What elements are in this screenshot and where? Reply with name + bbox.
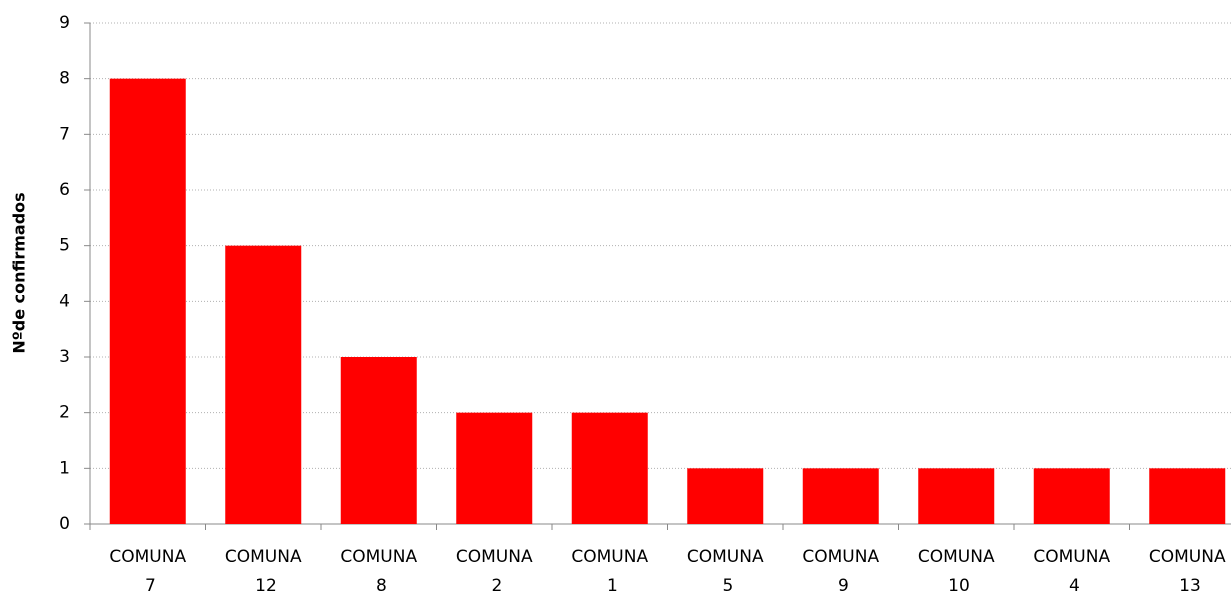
bar	[109, 78, 186, 525]
x-tick-label: COMUNA 4	[1033, 547, 1110, 596]
x-tick-label: COMUNA 12	[225, 547, 302, 596]
bar	[1149, 468, 1226, 524]
y-tick-label: 8	[59, 69, 70, 89]
bar	[225, 245, 302, 524]
x-tick-label: COMUNA 9	[802, 547, 879, 596]
bar	[687, 468, 764, 524]
x-tick-label: COMUNA 2	[456, 547, 533, 596]
x-tick-label: COMUNA 13	[1149, 547, 1226, 596]
y-tick-label: 1	[59, 458, 70, 478]
bar	[918, 468, 995, 524]
y-tick-label: 4	[59, 291, 70, 311]
x-tick-label: COMUNA 5	[687, 547, 764, 596]
x-tick-label: COMUNA 1	[571, 547, 648, 596]
y-axis-label: Nºde confirmados	[10, 192, 29, 353]
bar	[456, 412, 533, 524]
y-tick-label: 3	[59, 347, 70, 367]
x-tick-label: COMUNA 7	[109, 547, 186, 596]
y-tick-label: 2	[59, 403, 70, 423]
y-tick-label: 9	[59, 13, 70, 33]
bar	[571, 412, 648, 524]
x-tick-label: COMUNA 8	[340, 547, 417, 596]
bar	[802, 468, 879, 524]
x-tick-label: COMUNA 10	[918, 547, 995, 596]
y-tick-label: 5	[59, 236, 70, 256]
y-tick-label: 0	[59, 514, 70, 534]
y-tick-label: 7	[59, 124, 70, 144]
y-tick-label: 6	[59, 180, 70, 200]
bar	[340, 357, 417, 524]
bar	[1033, 468, 1110, 524]
